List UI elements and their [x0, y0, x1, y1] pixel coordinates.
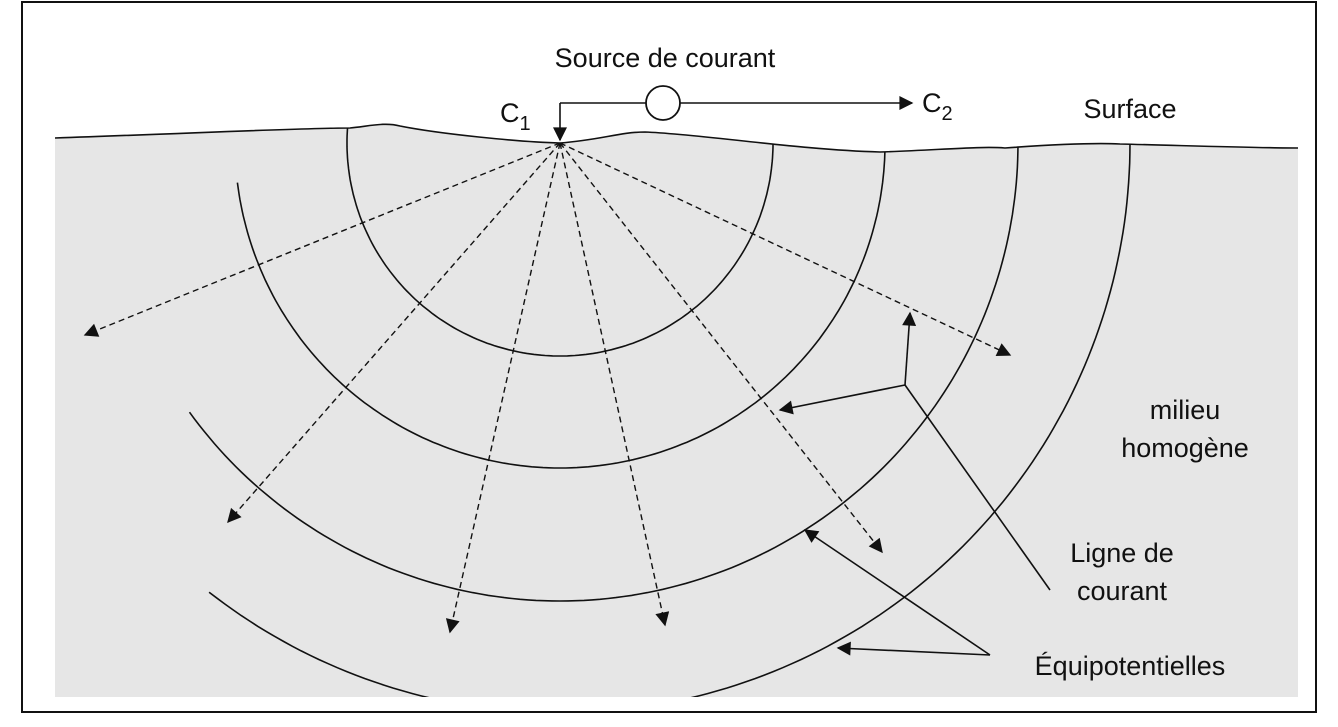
diagram: Source de courant C1 C2 Surface milieu h… — [0, 0, 1338, 727]
c1-sub: 1 — [520, 113, 531, 135]
current-line-label: Ligne de — [1070, 538, 1174, 568]
c2-letter: C — [922, 88, 942, 118]
c2-sub: 2 — [942, 103, 953, 125]
medium-label: homogène — [1121, 433, 1249, 463]
source-label: Source de courant — [555, 43, 776, 73]
current-line-label: courant — [1077, 576, 1168, 606]
c1-letter: C — [500, 98, 520, 128]
medium-label: milieu — [1150, 395, 1221, 425]
current-source — [646, 86, 680, 120]
equipotentials-label: Équipotentielles — [1035, 651, 1226, 681]
surface-label: Surface — [1083, 94, 1176, 124]
